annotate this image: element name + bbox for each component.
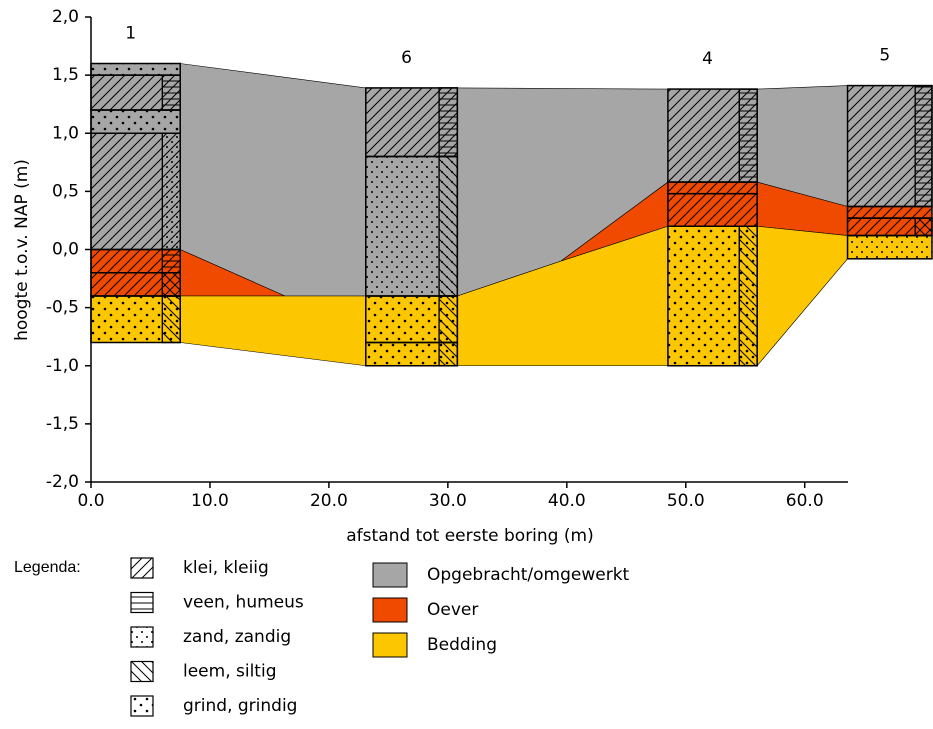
y-tick-label: -1,5 — [46, 414, 79, 434]
legend-swatch — [131, 662, 153, 682]
y-tick-label: -2,0 — [46, 472, 79, 492]
chart: 1 6 4 5 2,0 1,5 1,0 0,5 0,0 -0,5 -1,0 -1,5 -2,00.0 10… — [0, 0, 933, 729]
legend-label: leem, siltig — [183, 662, 277, 682]
borehole-label: 1 — [125, 24, 136, 44]
borehole-layer — [848, 206, 932, 218]
legend-label: zand, zandig — [183, 627, 291, 647]
legend-label: klei, kleiig — [183, 558, 269, 578]
legend-title: Legenda: — [14, 559, 81, 576]
x-tick-label: 40.0 — [548, 491, 586, 511]
borehole-side-pattern — [162, 250, 180, 273]
borehole-layer — [91, 64, 180, 76]
borehole-label: 5 — [879, 46, 890, 66]
y-tick-label: 1,0 — [52, 123, 79, 143]
x-tick-label: 60.0 — [786, 491, 824, 511]
legend-swatch — [131, 593, 153, 613]
y-tick-label: 0,5 — [52, 181, 79, 201]
borehole-side-pattern — [439, 343, 457, 366]
legend-swatch — [373, 633, 407, 657]
x-tick-label: 30.0 — [429, 491, 467, 511]
borehole-layer — [91, 110, 180, 133]
legend-swatch — [373, 598, 407, 622]
borehole-side-pattern — [162, 133, 180, 249]
legend-label: Opgebracht/omgewerkt — [427, 565, 630, 585]
borehole-side-pattern — [162, 273, 180, 296]
x-tick-label: 50.0 — [667, 491, 705, 511]
y-tick-label: 0,0 — [52, 240, 79, 260]
legend-swatch — [131, 696, 153, 716]
borehole-side-pattern — [915, 218, 932, 235]
legend-label: grind, grindig — [183, 696, 297, 716]
y-tick-label: -0,5 — [46, 298, 79, 318]
borehole-side-pattern — [439, 88, 457, 157]
borehole-label: 4 — [702, 49, 713, 69]
legend-swatch — [131, 627, 153, 647]
x-tick-label: 0.0 — [77, 491, 104, 511]
borehole-side-pattern — [439, 296, 457, 343]
borehole-side-pattern — [739, 89, 757, 182]
y-tick-label: 1,5 — [52, 65, 79, 85]
x-tick-label: 10.0 — [191, 491, 229, 511]
borehole-layer — [668, 182, 757, 194]
legend-label: Bedding — [427, 635, 497, 655]
y-tick-label: 2,0 — [52, 7, 79, 27]
borehole-layer — [848, 236, 932, 259]
x-tick-label: 20.0 — [310, 491, 348, 511]
borehole-side-pattern — [915, 86, 932, 207]
borehole-label: 6 — [401, 48, 412, 68]
legend-label: veen, humeus — [183, 593, 304, 613]
borehole-side-pattern — [162, 296, 180, 343]
borehole-side-pattern — [162, 75, 180, 110]
legend-label: Oever — [427, 600, 478, 620]
borehole-side-pattern — [739, 226, 757, 366]
borehole-side-pattern — [439, 157, 457, 297]
x-axis-title: afstand tot eerste boring (m) — [346, 526, 593, 546]
borehole-layer — [668, 194, 757, 227]
legend-swatch — [131, 558, 153, 578]
legend-swatch — [373, 563, 407, 587]
y-axis-title: hoogte t.o.v. NAP (m) — [12, 159, 32, 341]
y-tick-label: -1,0 — [46, 356, 79, 376]
